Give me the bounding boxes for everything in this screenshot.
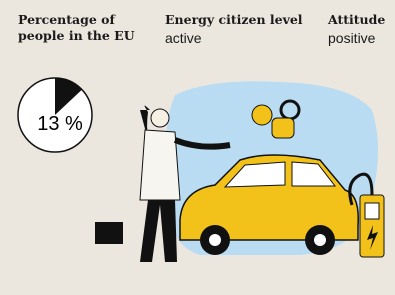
infographic: Percentage of people in the EU Energy ci… bbox=[0, 0, 395, 295]
key bbox=[252, 105, 272, 125]
charger-screen bbox=[365, 203, 379, 219]
legs bbox=[140, 200, 177, 262]
coat bbox=[140, 130, 180, 200]
hub bbox=[314, 234, 326, 246]
head bbox=[151, 109, 169, 127]
hub bbox=[209, 234, 221, 246]
bag bbox=[95, 222, 123, 244]
illustration: 13 % bbox=[0, 0, 395, 295]
key bbox=[272, 118, 294, 138]
pie-label: 13 % bbox=[37, 113, 83, 135]
